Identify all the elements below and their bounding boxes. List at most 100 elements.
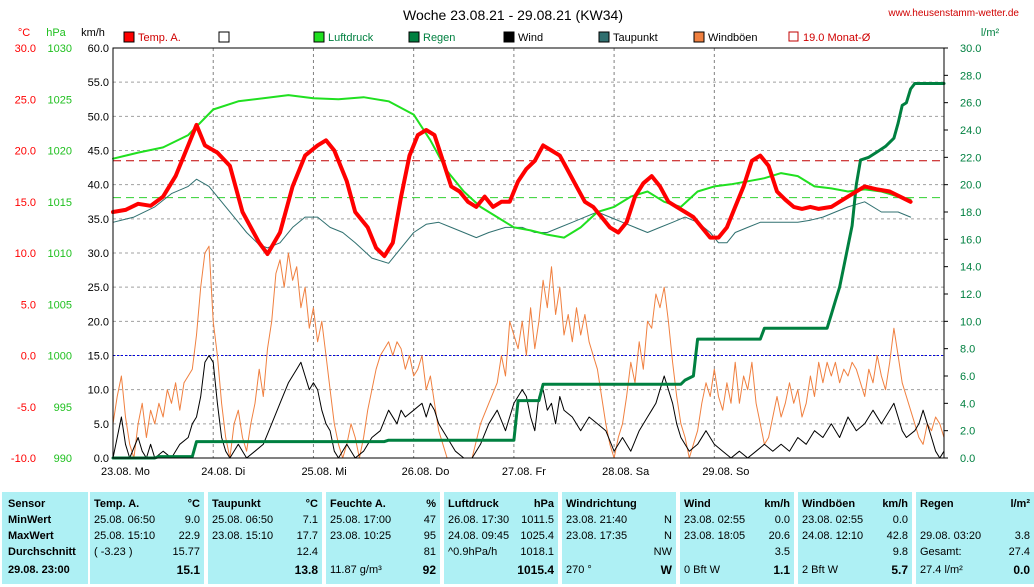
rain-tick-label: 28.0	[960, 70, 981, 82]
stat-value: 0.0	[892, 514, 908, 526]
stat-value: 15.77	[172, 546, 200, 558]
column-title: Taupunkt	[212, 498, 261, 510]
pressure-tick-label: 1005	[48, 299, 72, 311]
wind-tick-label: 40.0	[88, 180, 109, 192]
column-unit: °C	[187, 498, 200, 510]
legend-swatch	[503, 31, 515, 43]
stat-label: Gesamt:	[920, 546, 962, 558]
wind-tick-label: 55.0	[88, 77, 109, 89]
stat-label: 23.08. 02:55	[802, 514, 864, 526]
column-unit: %	[426, 498, 436, 510]
rain-tick-label: 20.0	[960, 180, 981, 192]
legend-swatch	[693, 31, 705, 43]
rain-tick-label: 0.0	[960, 453, 975, 465]
temp-tick-label: 0.0	[21, 351, 36, 363]
legend-swatch	[123, 31, 135, 43]
stat-label: 23.08. 17:35	[566, 530, 628, 542]
temp-tick-label: 20.0	[15, 146, 36, 158]
current-value: 92	[422, 563, 436, 577]
rain-tick-label: 8.0	[960, 344, 975, 356]
row-label-max: MaxWert	[8, 530, 54, 542]
column-title: Regen	[920, 498, 954, 510]
wind-axis-unit: km/h	[81, 27, 105, 39]
rain-tick-label: 24.0	[960, 125, 981, 137]
pressure-tick-label: 1015	[48, 197, 72, 209]
x-tick-label: 29.08. So	[702, 466, 749, 478]
wind-tick-label: 25.0	[88, 282, 109, 294]
rain-tick-label: 14.0	[960, 262, 981, 274]
x-tick-label: 23.08. Mo	[101, 466, 150, 478]
temp-axis-unit: °C	[18, 27, 30, 39]
column-unit: °C	[305, 498, 318, 510]
pressure-tick-label: 990	[54, 453, 72, 465]
wind-tick-label: 35.0	[88, 214, 109, 226]
chart-legend: Temp. A. Luftdruck Regen Wind Taupunkt Windbö…	[123, 31, 871, 44]
stat-value: 9.0	[184, 514, 200, 526]
legend-label: 19.0 Monat-Ø	[803, 32, 871, 44]
legend-label: Temp. A.	[138, 32, 181, 44]
temp-tick-label: 15.0	[15, 197, 36, 209]
stat-value: 95	[423, 530, 436, 542]
stat-value: NW	[653, 546, 672, 558]
stats-column: Regen l/m² 29.08. 03:20 3.8 Gesamt: 27.4 27.4 …	[916, 492, 1034, 584]
current-label: 270 °	[566, 564, 592, 576]
stat-value: N	[664, 514, 672, 526]
row-labels-column: Sensor MinWert MaxWert Durchschnitt 29.0…	[2, 492, 88, 584]
site-link[interactable]: www.heusenstamm-wetter.de	[887, 8, 1019, 19]
current-value: 0.0	[1013, 563, 1030, 577]
stat-value: 17.7	[296, 530, 318, 542]
stats-column: Wind km/h 23.08. 02:55 0.0 23.08. 18:05 20.6 3…	[680, 492, 794, 584]
rain-tick-label: 30.0	[960, 43, 981, 55]
wind-tick-label: 10.0	[88, 385, 109, 397]
pressure-tick-label: 1010	[48, 248, 72, 260]
column-title: Windböen	[802, 498, 856, 510]
stats-column: Windrichtung 23.08. 21:40 N 23.08. 17:35 N NW…	[562, 492, 676, 584]
temp-tick-label: 25.0	[15, 94, 36, 106]
current-label: 11.87 g/m³	[330, 564, 382, 576]
stats-column: Feuchte A.% 25.08. 17:00 47 23.08. 10:25 95 8…	[326, 492, 440, 584]
stats-table: Sensor MinWert MaxWert Durchschnitt 29.0…	[0, 488, 1034, 587]
pressure-tick-label: 1025	[48, 94, 72, 106]
pressure-axis-unit: hPa	[46, 27, 66, 39]
row-label-sensor: Sensor	[8, 498, 46, 510]
current-label: 0 Bft W	[684, 564, 721, 576]
stat-value: 1018.1	[520, 546, 554, 558]
x-tick-label: 26.08. Do	[402, 466, 450, 478]
current-value: 1015.4	[517, 563, 554, 577]
current-value: 13.8	[294, 563, 318, 577]
wind-tick-label: 20.0	[88, 316, 109, 328]
stat-label: ( -3.23 )	[94, 546, 133, 558]
pressure-tick-label: 1030	[48, 43, 72, 55]
stat-value: 47	[423, 514, 436, 526]
row-label-current: 29.08. 23:00	[8, 564, 70, 576]
current-label: 27.4 l/m²	[920, 564, 963, 576]
stat-value: 22.9	[178, 530, 200, 542]
column-unit: km/h	[764, 498, 790, 510]
wind-tick-label: 0.0	[94, 453, 109, 465]
stat-label: 25.08. 15:10	[94, 530, 156, 542]
rain-tick-label: 16.0	[960, 234, 981, 246]
column-unit: km/h	[882, 498, 908, 510]
rain-tick-label: 4.0	[960, 398, 975, 410]
legend-label: Windböen	[708, 32, 758, 44]
x-tick-label: 25.08. Mi	[301, 466, 346, 478]
pressure-series	[112, 94, 912, 239]
stat-label: 25.08. 06:50	[94, 514, 156, 526]
wind-tick-label: 15.0	[88, 351, 109, 363]
stat-value: 12.4	[296, 546, 318, 558]
rain-series	[111, 82, 946, 460]
stat-label: 24.08. 12:10	[802, 530, 864, 542]
rain-axis-unit: l/m²	[981, 27, 1000, 39]
stats-column: Temp. A. °C 25.08. 06:50 9.0 25.08. 15:10 22.…	[90, 492, 204, 584]
stats-column: Windböen km/h 23.08. 02:55 0.0 24.08. 12:10 4…	[798, 492, 912, 584]
temperature-series	[111, 122, 913, 259]
stat-label: 23.08. 15:10	[212, 530, 274, 542]
legend-label: Wind	[518, 32, 543, 44]
current-value: 1.1	[773, 563, 790, 577]
weather-chart: Woche 23.08.21 - 29.08.21 (KW34) www.heu…	[10, 7, 1020, 478]
wind-tick-label: 5.0	[94, 419, 109, 431]
rain-tick-label: 2.0	[960, 426, 975, 438]
stats-column: Luftdruck hPa 26.08. 17:30 1011.5 24.08. 09:…	[444, 492, 558, 584]
legend-label: Taupunkt	[613, 32, 658, 44]
stat-label: 26.08. 17:30	[448, 514, 510, 526]
